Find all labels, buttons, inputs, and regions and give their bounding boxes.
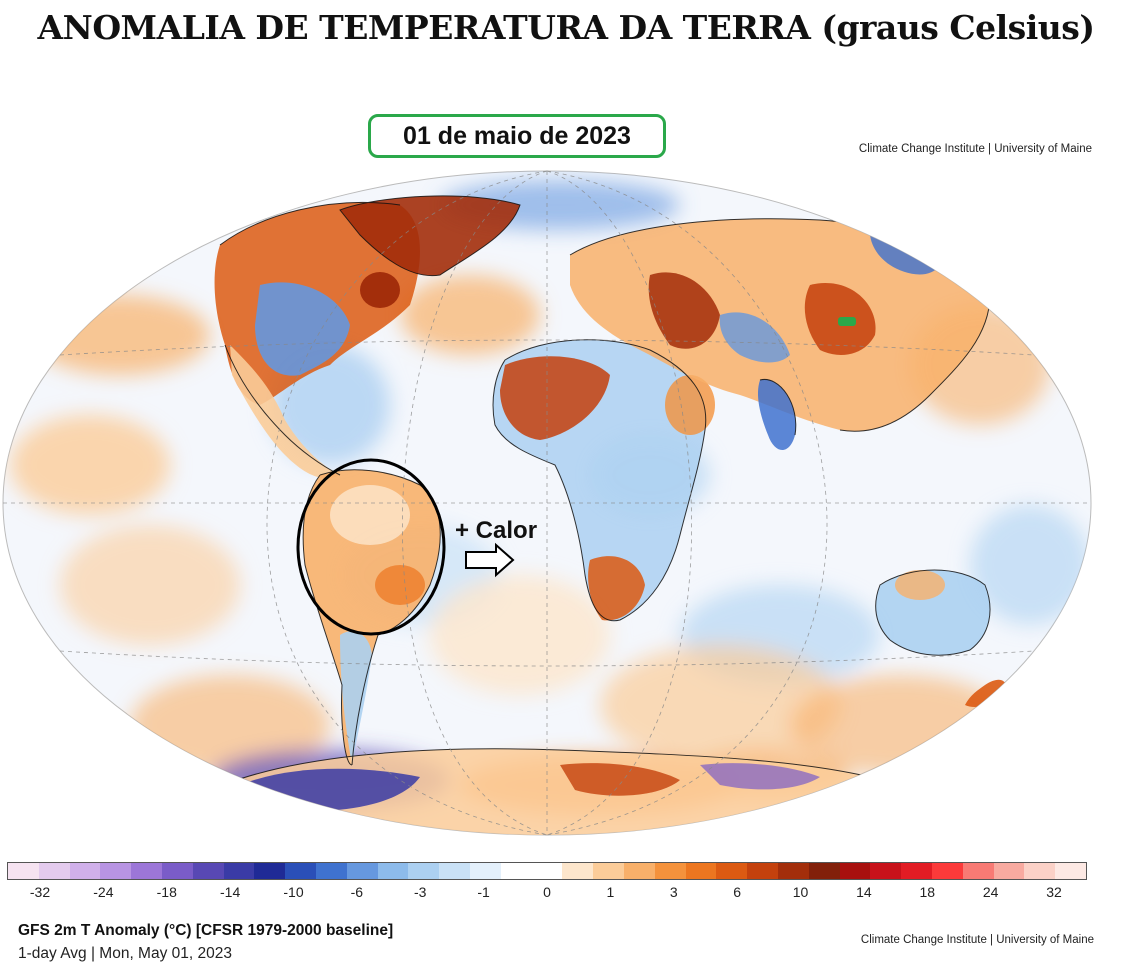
anomaly-field: [10, 180, 1090, 835]
credit-top: Climate Change Institute | University of…: [858, 143, 1092, 155]
colorbar-segment: [254, 863, 286, 879]
land-greenland: [340, 195, 520, 308]
colorbar-segment: [1055, 863, 1086, 879]
anomaly-map-svg: [2, 170, 1092, 836]
product-date: 1-day Avg | Mon, May 01, 2023: [18, 945, 232, 962]
colorbar-tick-label: 10: [792, 884, 809, 900]
colorbar-segment: [623, 863, 655, 879]
colorbar-segment: [870, 863, 902, 879]
highlight-circle: [296, 458, 446, 636]
colorbar-segment: [192, 863, 224, 879]
colorbar-segment: [408, 863, 440, 879]
product-title: GFS 2m T Anomaly (°C) [CFSR 1979-2000 ba…: [18, 922, 394, 939]
colorbar-tick-label: 18: [919, 884, 936, 900]
colorbar-segment: [747, 863, 778, 879]
colorbar-segment: [223, 863, 255, 879]
colorbar-tick-label: 3: [669, 884, 678, 900]
colorbar-tick-label: -6: [350, 884, 364, 900]
colorbar-segment: [962, 863, 994, 879]
colorbar-segment: [593, 863, 624, 879]
colorbar-segment: [439, 863, 470, 879]
colorbar-segment: [377, 863, 409, 879]
colorbar-segment: [38, 863, 70, 879]
colorbar-tick-label: -14: [220, 884, 241, 900]
colorbar-tick-label: -3: [414, 884, 427, 900]
colorbar-segment: [716, 863, 748, 879]
colorbar-segment: [285, 863, 316, 879]
colorbar-tick-label: 1: [606, 884, 615, 900]
colorbar-tick-label: -24: [93, 884, 114, 900]
colorbar-ticks: -32 -24 -18 -14 -10 -6 -3 -1 0 1 3 6 10 14 18 24 32: [7, 884, 1087, 904]
colorbar-segment: [654, 863, 686, 879]
colorbar-segment: [469, 863, 501, 879]
colorbar-tick-label: 32: [1046, 884, 1062, 900]
warm-annotation: + Calor: [455, 517, 538, 544]
date-badge: 01 de maio de 2023: [368, 114, 666, 158]
colorbar-tick-label: -10: [283, 884, 304, 900]
colorbar-segment: [131, 863, 162, 879]
colorbar-tick-label: 0: [543, 884, 551, 900]
colorbar-segment: [161, 863, 193, 879]
colorbar-segment: [777, 863, 809, 879]
colorbar-segment: [931, 863, 963, 879]
colorbar-tick-label: -1: [477, 884, 490, 900]
colorbar-tick-label: 24: [982, 884, 999, 900]
colorbar-segment: [69, 863, 101, 879]
colorbar-segment: [685, 863, 717, 879]
colorbar-segment: [346, 863, 378, 879]
colorbar-segment: [993, 863, 1025, 879]
colorbar-segment: [531, 863, 563, 879]
arrow-right-icon: [465, 542, 515, 578]
colorbar-segment: [839, 863, 871, 879]
colorbar-tick-label: 6: [733, 884, 742, 900]
page-title: ANOMALIA DE TEMPERATURA DA TERRA (graus …: [37, 8, 1095, 47]
credit-bottom: Climate Change Institute | University of…: [860, 934, 1094, 946]
colorbar-segment: [8, 863, 39, 879]
land-africa: [493, 339, 715, 621]
colorbar-segment: [315, 863, 347, 879]
colorbar-segment: [1024, 863, 1056, 879]
colorbar-segment: [100, 863, 132, 879]
graticule: [3, 170, 1091, 836]
colorbar-tick-label: 14: [856, 884, 872, 900]
colorbar-tick-label: -18: [156, 884, 177, 900]
green-marker: [838, 317, 856, 326]
colorbar-tick-label: -32: [29, 884, 51, 900]
date-label: 01 de maio de 2023: [403, 121, 631, 150]
colorbar-segment: [901, 863, 932, 879]
land-north-america: [214, 202, 420, 479]
colorbar-segment: [562, 863, 594, 879]
colorbar: [7, 862, 1087, 880]
land-south-america: [303, 469, 441, 765]
colorbar-segment: [808, 863, 840, 879]
colorbar-segment: [500, 863, 532, 879]
land-australia: [875, 570, 990, 656]
world-map: [0, 165, 1132, 845]
